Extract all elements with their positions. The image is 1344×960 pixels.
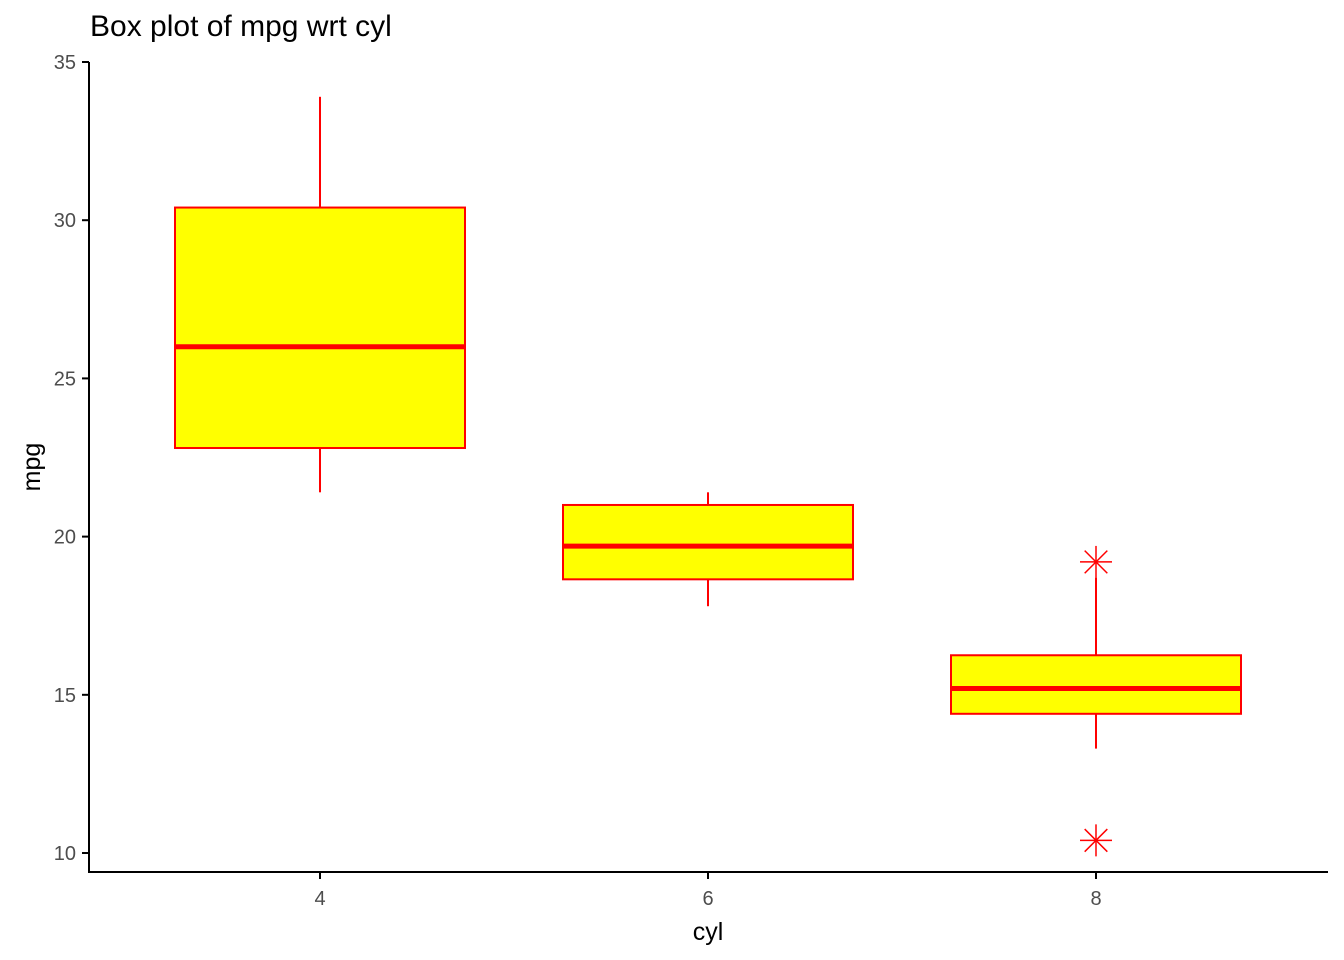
box-group-cyl-8	[950, 545, 1242, 857]
x-tick-label: 6	[702, 888, 713, 910]
y-tick-label: 20	[54, 527, 76, 549]
y-tick-label: 15	[54, 685, 76, 707]
y-tick-label: 10	[54, 843, 76, 865]
outlier-stroke	[1084, 828, 1108, 853]
y-tick-label: 35	[54, 52, 76, 74]
outlier-point	[1080, 545, 1112, 578]
outlier-stroke	[1084, 550, 1108, 574]
x-tick-label: 8	[1090, 888, 1101, 910]
y-tick-label: 30	[54, 210, 76, 232]
y-ticks: 10 15 20 25 30 35	[54, 52, 89, 865]
box-iqr	[562, 503, 854, 581]
outlier-point	[1080, 824, 1112, 857]
x-tick-label: 4	[314, 888, 325, 910]
boxes-layer	[174, 96, 1242, 857]
box-iqr	[174, 206, 466, 450]
y-axis-title: mpg	[18, 443, 46, 492]
x-ticks: 4 6 8	[314, 872, 1102, 910]
box-iqr	[950, 654, 1242, 715]
box-group-cyl-6	[562, 492, 854, 607]
box-group-cyl-4	[174, 96, 466, 493]
y-tick-label: 25	[54, 368, 76, 390]
chart-title: Box plot of mpg wrt cyl	[90, 10, 392, 43]
x-axis-title: cyl	[693, 918, 724, 946]
